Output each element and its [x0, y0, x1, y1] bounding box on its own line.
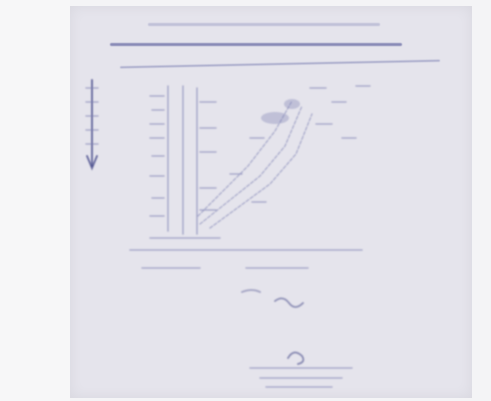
- scanned-sheet: [70, 6, 472, 398]
- row-marks: [149, 95, 217, 217]
- diagonal-curve-1: [197, 100, 293, 217]
- hand-drawn-diagram: [85, 79, 371, 388]
- diagonal-curve-2: [199, 105, 303, 225]
- left-arrow-scale: [85, 79, 99, 171]
- header-line-2: [110, 43, 402, 46]
- header-line-1: [148, 23, 380, 26]
- signature-mark: [274, 297, 304, 308]
- bottom-signature: [287, 351, 305, 365]
- diagonal-curve-3: [209, 113, 313, 229]
- annotation-marks: [229, 85, 371, 203]
- page-margin: [0, 0, 70, 401]
